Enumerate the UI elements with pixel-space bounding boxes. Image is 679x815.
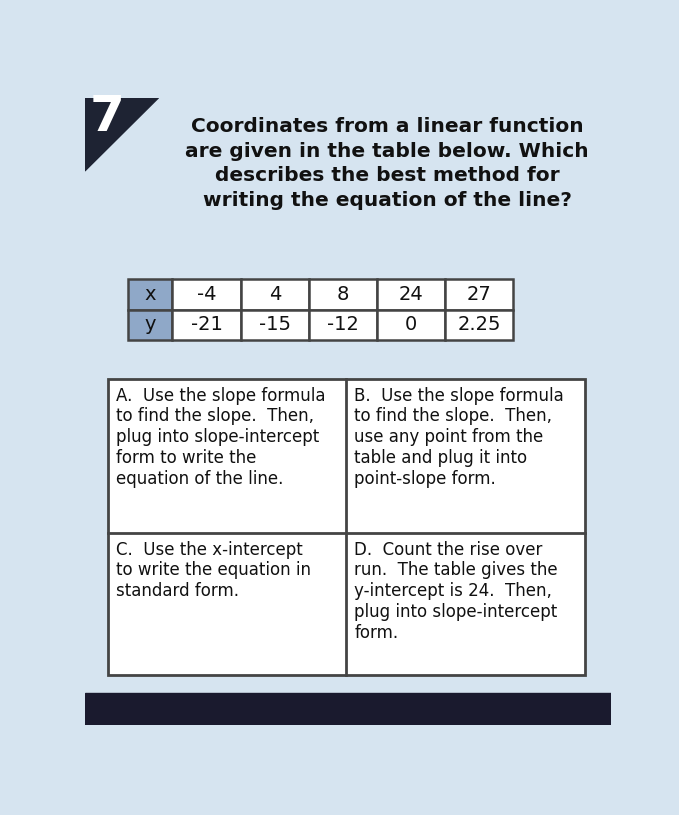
Bar (172, 310, 240, 341)
Text: B.  Use the slope formula
to find the slope.  Then,
use any point from the
table: B. Use the slope formula to find the slo… (354, 386, 564, 487)
Bar (172, 279, 240, 310)
Bar (240, 279, 309, 310)
Text: -4: -4 (197, 284, 217, 304)
Text: -12: -12 (327, 315, 359, 334)
Text: Coordinates from a linear function: Coordinates from a linear function (191, 117, 583, 136)
Text: describes the best method for: describes the best method for (215, 166, 559, 185)
Bar (445, 310, 513, 341)
Text: 4: 4 (269, 284, 281, 304)
Bar (377, 310, 445, 341)
Bar (108, 379, 585, 676)
Text: C.  Use the x-intercept
to write the equation in
standard form.: C. Use the x-intercept to write the equa… (116, 540, 311, 600)
Text: 2.25: 2.25 (458, 315, 501, 334)
Text: -15: -15 (259, 315, 291, 334)
Text: -21: -21 (191, 315, 223, 334)
Text: 24: 24 (399, 284, 424, 304)
Text: y: y (144, 315, 155, 334)
Bar (85, 693, 611, 725)
Bar (309, 279, 377, 310)
Bar (128, 310, 172, 341)
Text: 27: 27 (467, 284, 492, 304)
Text: writing the equation of the line?: writing the equation of the line? (203, 191, 572, 210)
Bar (128, 279, 172, 310)
Text: D.  Count the rise over
run.  The table gives the
y-intercept is 24.  Then,
plug: D. Count the rise over run. The table gi… (354, 540, 558, 641)
Text: 0: 0 (405, 315, 418, 334)
Bar (445, 279, 513, 310)
Bar (240, 310, 309, 341)
Text: A.  Use the slope formula
to find the slope.  Then,
plug into slope-intercept
fo: A. Use the slope formula to find the slo… (116, 386, 325, 487)
Bar (309, 310, 377, 341)
Text: 7: 7 (89, 93, 124, 141)
Text: x: x (144, 284, 155, 304)
Polygon shape (85, 98, 158, 171)
Text: 8: 8 (337, 284, 349, 304)
Bar (377, 279, 445, 310)
Text: are given in the table below. Which: are given in the table below. Which (185, 142, 589, 161)
